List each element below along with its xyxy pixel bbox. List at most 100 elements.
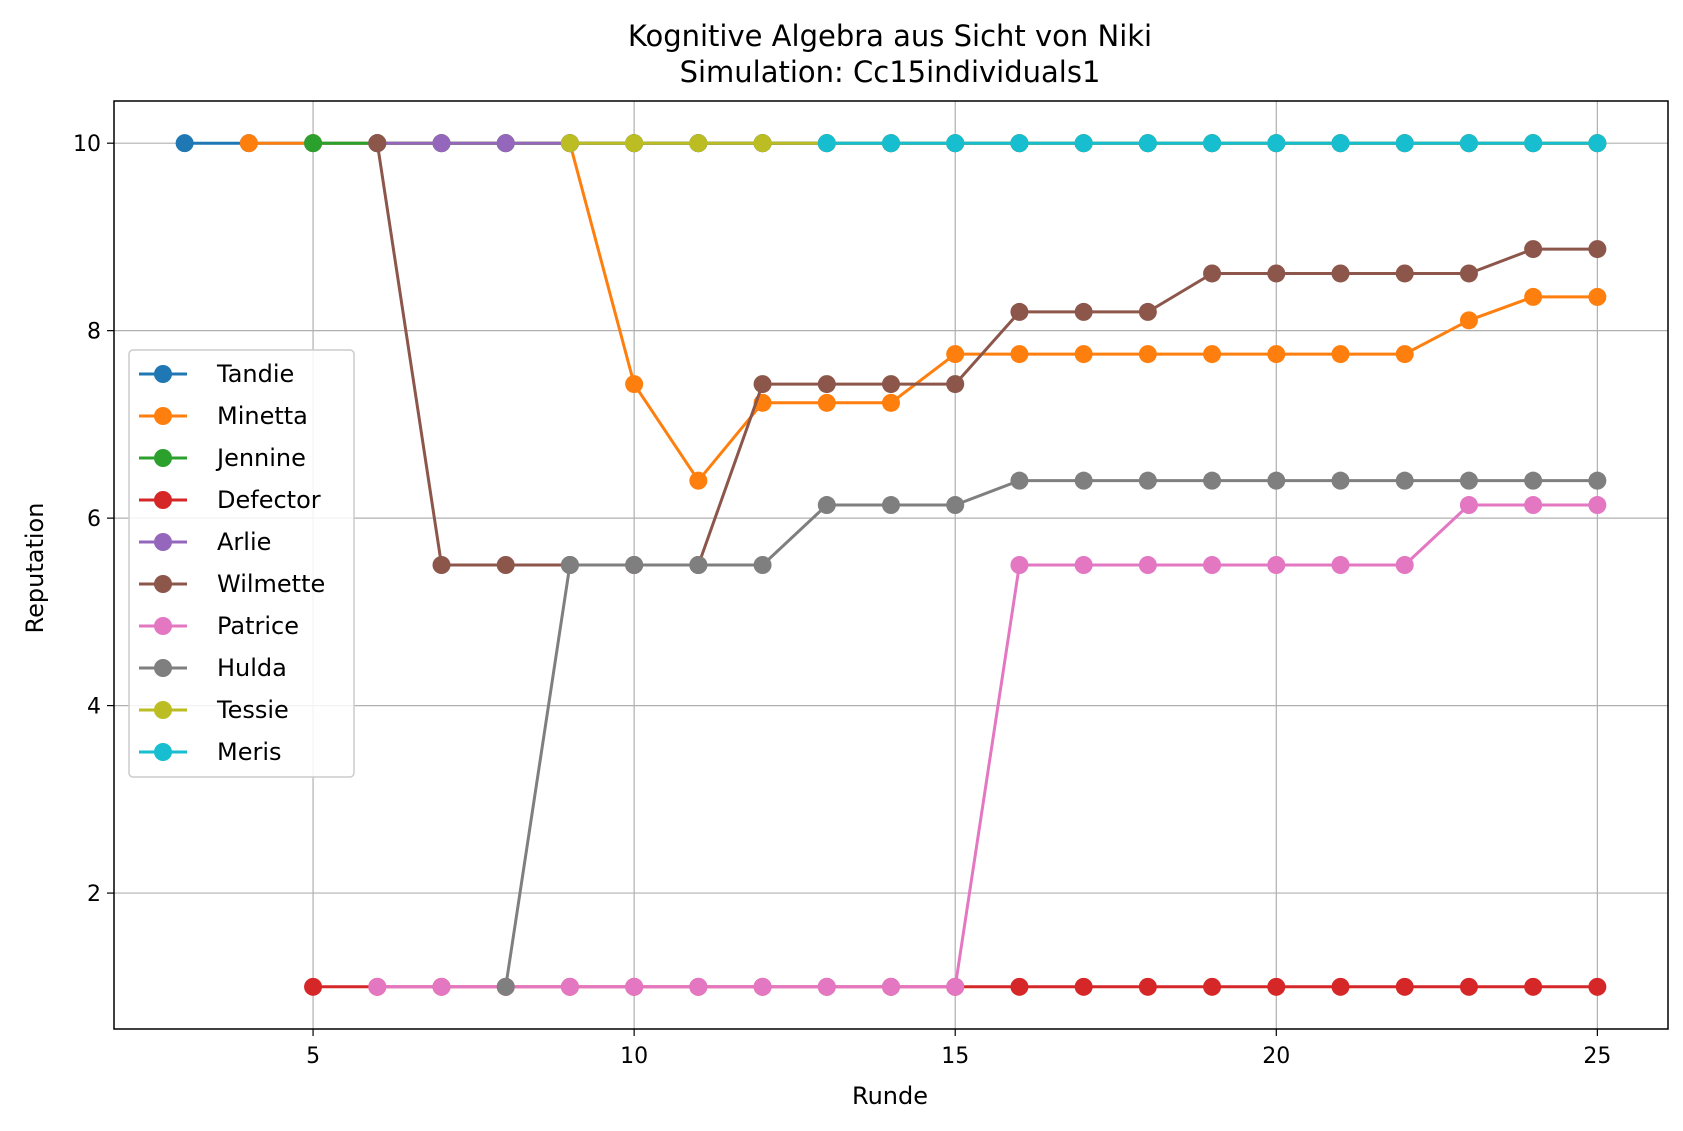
data-point-minetta — [1074, 345, 1093, 364]
x-tick-label: 25 — [1583, 1044, 1611, 1069]
data-point-hulda — [1138, 471, 1157, 490]
data-point-hulda — [882, 496, 900, 515]
data-point-defector — [1588, 977, 1607, 996]
data-point-patrice — [1459, 496, 1478, 515]
data-point-wilmette — [1588, 240, 1607, 259]
data-point-patrice — [753, 977, 772, 996]
data-point-tessie — [625, 134, 644, 153]
legend-label-meris: Meris — [217, 738, 282, 766]
data-point-minetta — [1588, 287, 1607, 306]
data-point-hulda — [1074, 471, 1093, 490]
data-point-defector — [1203, 977, 1222, 996]
legend-item-arlie: Arlie — [139, 528, 271, 556]
data-point-hulda — [1588, 471, 1607, 490]
legend-marker-meris — [154, 743, 172, 761]
data-point-wilmette — [1138, 302, 1157, 321]
y-tick-label: 2 — [87, 882, 101, 907]
data-point-jennine — [304, 134, 323, 153]
data-point-minetta — [1010, 345, 1029, 364]
data-point-minetta — [239, 134, 258, 153]
data-point-defector — [1524, 977, 1543, 996]
data-point-patrice — [1010, 556, 1029, 574]
series-layer — [175, 134, 1607, 996]
data-point-wilmette — [1395, 264, 1414, 283]
x-axis-label: Runde — [852, 1082, 928, 1110]
data-point-hulda — [1459, 471, 1478, 490]
data-point-hulda — [625, 556, 644, 574]
data-point-meris — [1459, 134, 1478, 153]
data-point-meris — [1524, 134, 1543, 153]
data-point-meris — [1074, 134, 1093, 153]
data-point-minetta — [882, 393, 900, 412]
data-point-patrice — [368, 977, 387, 996]
data-point-wilmette — [1267, 264, 1286, 283]
x-tick-label: 5 — [306, 1044, 320, 1069]
data-point-arlie — [496, 134, 515, 153]
data-point-hulda — [496, 977, 515, 996]
series-hulda — [496, 471, 1607, 996]
data-point-minetta — [1459, 311, 1478, 330]
data-point-wilmette — [1010, 302, 1029, 321]
y-tick-label: 8 — [87, 320, 101, 345]
legend: Tandie Minetta Jennine Defector Arlie Wilmett… — [128, 349, 355, 778]
data-point-patrice — [689, 977, 708, 996]
y-tick-label: 6 — [87, 507, 101, 532]
data-point-wilmette — [1524, 240, 1543, 259]
legend-item-patrice: Patrice — [139, 612, 299, 640]
data-point-hulda — [1331, 471, 1350, 490]
data-point-minetta — [817, 393, 836, 412]
data-point-minetta — [1331, 345, 1350, 364]
legend-label-jennine: Jennine — [215, 444, 306, 472]
ticks: 5 10 15 20 25 2 4 6 8 10 — [73, 132, 1611, 1069]
legend-marker-tandie — [154, 365, 172, 383]
data-point-hulda — [817, 496, 836, 515]
legend-label-tessie: Tessie — [216, 696, 289, 724]
data-point-arlie — [432, 134, 451, 153]
data-point-patrice — [817, 977, 836, 996]
data-point-tandie — [175, 134, 194, 153]
data-point-tessie — [689, 134, 708, 153]
data-point-tessie — [560, 134, 579, 153]
data-point-hulda — [689, 556, 708, 574]
legend-item-tessie: Tessie — [139, 696, 289, 724]
legend-marker-hulda — [154, 659, 172, 677]
x-tick-label: 20 — [1262, 1044, 1290, 1069]
data-point-wilmette — [753, 375, 772, 394]
data-point-defector — [304, 977, 323, 996]
data-point-patrice — [1138, 556, 1157, 574]
data-point-minetta — [689, 471, 708, 490]
data-point-patrice — [1203, 556, 1222, 574]
data-point-meris — [1267, 134, 1286, 153]
data-point-meris — [1395, 134, 1414, 153]
data-point-wilmette — [432, 556, 451, 574]
data-point-wilmette — [496, 556, 515, 574]
y-axis-label: Reputation — [21, 503, 49, 634]
y-tick-label: 10 — [73, 132, 101, 157]
legend-label-defector: Defector — [217, 486, 321, 514]
data-point-wilmette — [1459, 264, 1478, 283]
data-point-minetta — [946, 345, 965, 364]
data-point-meris — [817, 134, 836, 153]
data-point-patrice — [560, 977, 579, 996]
data-point-patrice — [432, 977, 451, 996]
data-point-hulda — [1203, 471, 1222, 490]
legend-marker-arlie — [154, 533, 172, 551]
data-point-meris — [1331, 134, 1350, 153]
data-point-minetta — [1203, 345, 1222, 364]
data-point-defector — [1395, 977, 1414, 996]
data-point-patrice — [882, 977, 900, 996]
data-point-wilmette — [1074, 302, 1093, 321]
x-tick-label: 10 — [620, 1044, 648, 1069]
data-point-meris — [946, 134, 965, 153]
data-point-defector — [1138, 977, 1157, 996]
legend-marker-tessie — [154, 701, 172, 719]
legend-item-jennine: Jennine — [139, 444, 306, 472]
data-point-patrice — [1331, 556, 1350, 574]
data-point-minetta — [1267, 345, 1286, 364]
chart-subtitle: Simulation: Cc15individuals1 — [680, 55, 1101, 89]
series-patrice — [368, 496, 1607, 996]
data-point-defector — [1331, 977, 1350, 996]
legend-marker-defector — [154, 491, 172, 509]
series-line-hulda — [504, 479, 1598, 988]
